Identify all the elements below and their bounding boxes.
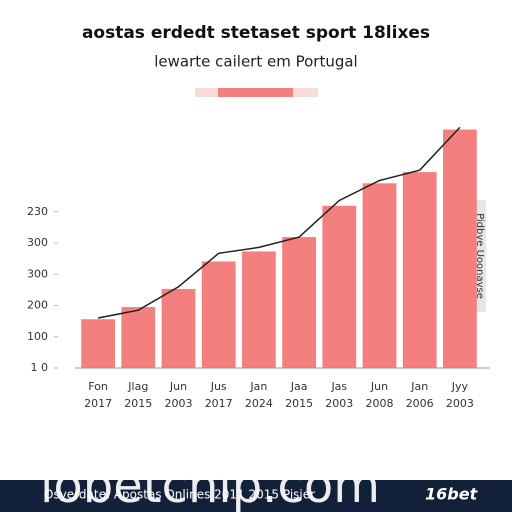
x-tick-label-line: 2006: [406, 397, 434, 410]
side-box: [474, 200, 486, 312]
x-tick-label-line: 2024: [245, 397, 273, 410]
chart-subtitle: lewarte cailert em Portugal: [154, 53, 357, 71]
y-tick-label: 230: [27, 205, 48, 218]
legend-swatch: [218, 88, 293, 97]
x-tick-label-line: 2015: [285, 397, 313, 410]
x-tick-label-line: Jlag: [127, 380, 148, 393]
line: [97, 126, 461, 319]
brand: 16bet: [425, 485, 479, 504]
x-tick-label-line: Jan: [410, 380, 428, 393]
x-tick-label: Jaa 2015: [285, 380, 313, 410]
bar: [322, 205, 357, 368]
side-label: Pidbye Uoonayse: [474, 213, 485, 299]
x-tick-label: Jyy 2003: [446, 380, 474, 410]
x-tick-label-line: 2017: [205, 397, 233, 410]
footer-band: [0, 480, 512, 512]
bar: [282, 237, 316, 368]
bar: [443, 129, 477, 368]
x-tick-label-line: Jus: [210, 380, 227, 393]
x-tick-label: Fon 2017: [84, 380, 112, 410]
x-tick-label: Jan 2024: [245, 380, 273, 410]
footer-text: Osyerdate: Apostas Onlines 2011 2015 Pis…: [44, 488, 315, 502]
x-tick-label-line: 2003: [325, 397, 353, 410]
x-tick-label-line: Fon: [88, 380, 108, 393]
bar: [362, 183, 397, 368]
x-tick-label-line: Jyy: [451, 380, 469, 393]
bar: [161, 288, 196, 368]
x-tick-label: Jun 2003: [165, 380, 193, 410]
x-tick-label: Jas 2003: [325, 380, 353, 410]
x-tick-label-line: Jaa: [290, 380, 308, 393]
bar: [121, 307, 156, 368]
bar: [402, 172, 437, 368]
y-tick-label: 1 0: [31, 361, 49, 374]
x-tick-label-line: Jan: [249, 380, 267, 393]
y-tick-label: 200: [27, 299, 48, 312]
x-tick-label-line: 2003: [446, 397, 474, 410]
x-tick-label-line: 2015: [124, 397, 152, 410]
x-tick-label-line: Jun: [169, 380, 187, 393]
bar: [81, 319, 115, 368]
x-tick-label-line: Jun: [370, 380, 388, 393]
x-tick-label-line: 2008: [366, 397, 394, 410]
chart-title: aostas erdedt stetaset sport 18lixes: [82, 23, 430, 43]
x-tick-label: Jlag 2015: [124, 380, 152, 410]
y-tick-label: 300: [27, 267, 48, 280]
x-tick-label-line: Jas: [330, 380, 347, 393]
x-tick-label-line: 2017: [84, 397, 112, 410]
x-tick-label-line: 2003: [165, 397, 193, 410]
x-tick-label: Jan 2006: [406, 380, 434, 410]
bar: [242, 251, 276, 368]
bar: [201, 261, 236, 368]
x-tick-label: Jun 2008: [366, 380, 394, 410]
y-tick-label: 300: [27, 236, 48, 249]
watermark: lobetchip.com: [40, 458, 380, 512]
x-tick-label: Jus 2017: [205, 380, 233, 410]
y-tick-label: 100: [27, 330, 48, 343]
